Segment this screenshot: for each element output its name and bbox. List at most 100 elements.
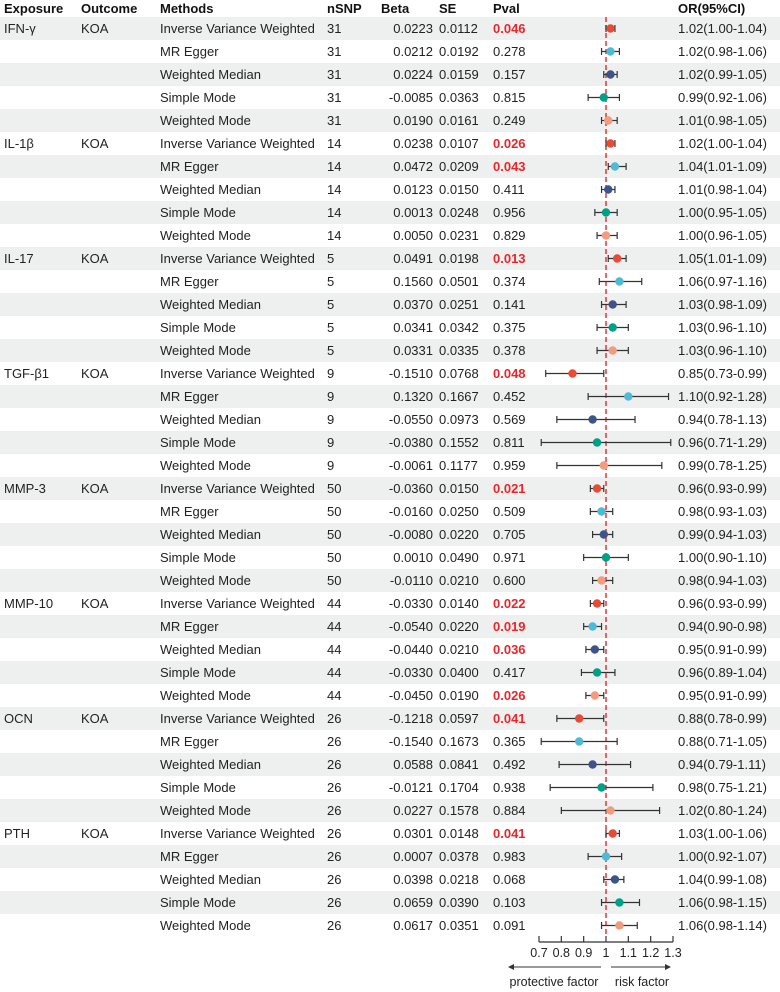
nsnp-cell: 44 xyxy=(327,665,342,680)
or-ci-cell: 0.96(0.71-1.29) xyxy=(678,435,767,450)
exposure-cell: OCN xyxy=(4,711,33,726)
or-ci-cell: 0.98(0.75-1.21) xyxy=(678,780,767,795)
se-cell: 0.1673 xyxy=(439,734,479,749)
beta-cell: 0.0010 xyxy=(393,550,433,565)
pval-cell: 0.509 xyxy=(493,504,526,519)
beta-cell: 0.0301 xyxy=(393,826,433,841)
outcome-cell: KOA xyxy=(81,21,109,36)
table-row: TGF-β1 KOA Inverse Variance Weighted 9 -0.15… xyxy=(0,362,780,385)
table-row: Weighted Median 44 -0.0440 0.0210 0.036 0.95(… xyxy=(0,638,780,661)
pval-cell: 0.026 xyxy=(493,688,526,703)
method-cell: Weighted Median xyxy=(160,872,261,887)
nsnp-cell: 31 xyxy=(327,44,342,59)
point-estimate xyxy=(599,530,608,539)
x-tick-label: 0.7 xyxy=(530,946,547,960)
beta-cell: -0.0360 xyxy=(388,481,433,496)
beta-cell: -0.0540 xyxy=(388,619,433,634)
header-nsnp: nSNP xyxy=(327,1,362,16)
nsnp-cell: 9 xyxy=(327,366,335,381)
nsnp-cell: 26 xyxy=(327,849,342,864)
nsnp-cell: 5 xyxy=(327,320,335,335)
method-cell: Weighted Mode xyxy=(160,803,251,818)
table-header: Exposure Outcome Methods nSNP Beta SE Pv… xyxy=(0,0,780,17)
beta-cell: -0.0440 xyxy=(388,642,433,657)
table-row: MR Egger 26 0.0007 0.0378 0.983 1.00(0.92-1.0… xyxy=(0,845,780,868)
se-cell: 0.0140 xyxy=(439,596,479,611)
or-ci-cell: 1.03(1.00-1.06) xyxy=(678,826,767,841)
pval-cell: 0.249 xyxy=(493,113,526,128)
point-estimate xyxy=(601,231,611,240)
beta-cell: -0.0085 xyxy=(388,90,433,105)
nsnp-cell: 31 xyxy=(327,67,342,82)
or-ci-cell: 1.02(0.98-1.06) xyxy=(678,44,767,59)
or-ci-cell: 1.02(1.00-1.04) xyxy=(678,136,767,151)
header-outcome: Outcome xyxy=(81,1,138,16)
point-estimate xyxy=(606,139,615,148)
table-row: MMP-10 KOA Inverse Variance Weighted 44 -0.0… xyxy=(0,592,780,615)
beta-cell: 0.0223 xyxy=(393,21,433,36)
nsnp-cell: 50 xyxy=(327,573,342,588)
method-cell: Inverse Variance Weighted xyxy=(160,711,315,726)
beta-cell: 0.0227 xyxy=(393,803,433,818)
se-cell: 0.0107 xyxy=(439,136,479,151)
se-cell: 0.0112 xyxy=(439,21,478,36)
nsnp-cell: 26 xyxy=(327,711,342,726)
point-estimate xyxy=(606,70,615,79)
nsnp-cell: 31 xyxy=(327,113,342,128)
nsnp-cell: 44 xyxy=(327,642,342,657)
point-estimate xyxy=(610,162,620,171)
pval-cell: 0.452 xyxy=(493,389,526,404)
se-cell: 0.0210 xyxy=(439,573,479,588)
beta-cell: -0.0380 xyxy=(388,435,433,450)
nsnp-cell: 5 xyxy=(327,343,335,358)
header-pval: Pval xyxy=(493,1,520,16)
beta-cell: -0.1540 xyxy=(388,734,433,749)
point-estimate xyxy=(597,576,606,585)
pval-cell: 0.811 xyxy=(493,435,525,450)
method-cell: Simple Mode xyxy=(160,550,236,565)
beta-cell: 0.0398 xyxy=(393,872,433,887)
method-cell: Weighted Mode xyxy=(160,343,251,358)
exposure-cell: MMP-10 xyxy=(4,596,54,611)
arrow-head-right xyxy=(665,964,671,970)
or-ci-cell: 0.99(0.92-1.06) xyxy=(678,90,767,105)
table-row: Simple Mode 26 -0.0121 0.1704 0.938 0.98(0.75… xyxy=(0,776,780,799)
point-estimate xyxy=(604,116,613,125)
pval-cell: 0.815 xyxy=(493,90,526,105)
method-cell: Weighted Mode xyxy=(160,573,251,588)
se-cell: 0.0342 xyxy=(439,320,479,335)
table-row: Weighted Median 31 0.0224 0.0159 0.157 1.02(0… xyxy=(0,63,780,86)
beta-cell: -0.0080 xyxy=(388,527,433,542)
pval-cell: 0.103 xyxy=(493,895,526,910)
header-methods: Methods xyxy=(160,1,214,16)
method-cell: Weighted Median xyxy=(160,527,261,542)
point-estimate xyxy=(597,783,606,792)
nsnp-cell: 9 xyxy=(327,458,335,473)
pval-cell: 0.492 xyxy=(493,757,526,772)
nsnp-cell: 44 xyxy=(327,688,342,703)
or-ci-cell: 1.05(1.01-1.09) xyxy=(678,251,767,266)
se-cell: 0.0190 xyxy=(439,688,479,703)
outcome-cell: KOA xyxy=(81,481,109,496)
pval-cell: 0.884 xyxy=(493,803,526,818)
table-row: MR Egger 14 0.0472 0.0209 0.043 1.04(1.01-1.0… xyxy=(0,155,780,178)
se-cell: 0.0209 xyxy=(439,159,479,174)
pval-cell: 0.043 xyxy=(493,159,526,174)
point-estimate xyxy=(599,93,608,102)
header-or-ci: OR(95%CI) xyxy=(678,1,746,16)
table-row: Weighted Median 26 0.0588 0.0841 0.492 0.94(0… xyxy=(0,753,780,776)
table-row: Weighted Median 50 -0.0080 0.0220 0.705 0.99(… xyxy=(0,523,780,546)
nsnp-cell: 5 xyxy=(327,297,335,312)
or-ci-cell: 0.88(0.71-1.05) xyxy=(678,734,767,749)
method-cell: MR Egger xyxy=(160,389,219,404)
method-cell: Inverse Variance Weighted xyxy=(160,481,315,496)
pval-cell: 0.157 xyxy=(493,67,526,82)
table-row: Weighted Mode 14 0.0050 0.0231 0.829 1.00(0.9… xyxy=(0,224,780,247)
table-row: Weighted Mode 9 -0.0061 0.1177 0.959 0.99(0.7… xyxy=(0,454,780,477)
method-cell: MR Egger xyxy=(160,44,219,59)
method-cell: MR Egger xyxy=(160,504,219,519)
se-cell: 0.0248 xyxy=(439,205,479,220)
table-row: Simple Mode 5 0.0341 0.0342 0.375 1.03(0.96-1… xyxy=(0,316,780,339)
exposure-cell: IL-17 xyxy=(4,251,34,266)
method-cell: Simple Mode xyxy=(160,90,236,105)
